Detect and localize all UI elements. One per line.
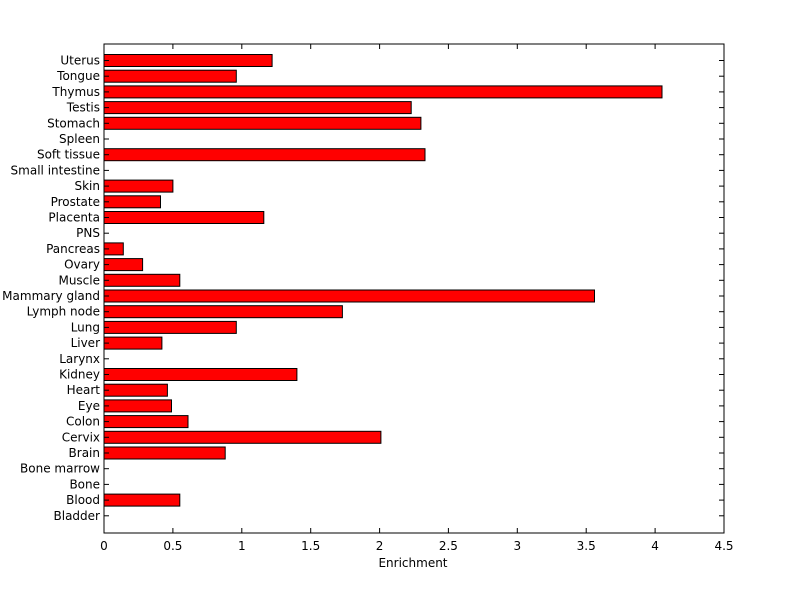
x-tick-label: 2.5 — [439, 539, 458, 553]
x-tick-label: 1.5 — [301, 539, 320, 553]
bar-ovary — [103, 258, 144, 272]
y-tick-label: Cervix — [62, 430, 100, 444]
x-axis-label: Enrichment — [378, 556, 447, 570]
x-tick-label: 4 — [651, 539, 659, 553]
x-tick-label: 0 — [100, 539, 108, 553]
x-tick-label: 0.5 — [163, 539, 182, 553]
bar-brain — [103, 446, 226, 460]
y-tick-label: Spleen — [59, 132, 100, 146]
bar-mammary-gland — [103, 289, 595, 303]
y-tick-label: Skin — [74, 179, 100, 193]
bar-prostate — [103, 195, 161, 209]
y-tick-label: Colon — [66, 415, 100, 429]
y-tick-label: Muscle — [58, 273, 100, 287]
bar-blood — [103, 493, 181, 507]
x-tick-labels: 0 0.5 1 1.5 2 2.5 3 3.5 4 4.5 — [100, 539, 733, 553]
y-tick-label: Eye — [78, 399, 100, 413]
y-tick-label: Ovary — [64, 258, 100, 272]
bar-heart — [103, 383, 168, 397]
x-tick-label: 3 — [513, 539, 521, 553]
y-tick-label: PNS — [76, 226, 100, 240]
y-tick-label: Stomach — [47, 116, 100, 130]
bar-soft-tissue — [103, 148, 426, 162]
x-tick-label: 4.5 — [714, 539, 733, 553]
y-tick-label: Bladder — [54, 509, 101, 523]
y-tick-label: Mammary gland — [2, 289, 100, 303]
y-tick-label: Small intestine — [11, 163, 100, 177]
y-tick-label: Soft tissue — [37, 148, 100, 162]
bar-liver — [103, 336, 163, 350]
bar-tongue — [103, 69, 237, 83]
y-tick-label: Tongue — [56, 69, 100, 83]
y-tick-label: Pancreas — [46, 242, 100, 256]
x-tick-label: 2 — [376, 539, 384, 553]
x-tick-label: 1 — [238, 539, 246, 553]
plot-area-frame — [103, 43, 725, 534]
ticks-layer — [103, 44, 725, 533]
y-tick-label: Brain — [69, 446, 100, 460]
y-tick-label: Heart — [67, 383, 101, 397]
bar-uterus — [103, 54, 273, 67]
bar-muscle — [103, 273, 181, 287]
bar-placenta — [103, 211, 265, 224]
bar-kidney — [103, 368, 298, 381]
bar-stomach — [103, 116, 422, 130]
y-tick-label: Liver — [71, 336, 101, 350]
y-tick-label: Kidney — [59, 368, 100, 382]
y-tick-label: Thymus — [51, 85, 100, 99]
bar-skin — [103, 179, 174, 193]
bar-lung — [103, 320, 237, 334]
y-tick-label: Lung — [71, 320, 100, 334]
y-tick-label: Lymph node — [27, 305, 100, 319]
y-tick-label: Placenta — [48, 211, 100, 225]
y-tick-label: Prostate — [51, 195, 100, 209]
y-tick-label: Testis — [66, 101, 100, 115]
y-tick-label: Bone — [69, 477, 100, 491]
bar-testis — [103, 101, 412, 115]
bar-colon — [103, 415, 189, 429]
bar-eye — [103, 399, 172, 413]
y-tick-label: Uterus — [60, 54, 100, 68]
y-tick-label: Bone marrow — [20, 462, 100, 476]
x-tick-label: 3.5 — [577, 539, 596, 553]
bar-lymph-node — [103, 305, 343, 319]
bar-cervix — [103, 430, 382, 444]
y-tick-label: Blood — [66, 493, 100, 507]
y-tick-label: Larynx — [59, 352, 100, 366]
bar-thymus — [103, 85, 663, 99]
